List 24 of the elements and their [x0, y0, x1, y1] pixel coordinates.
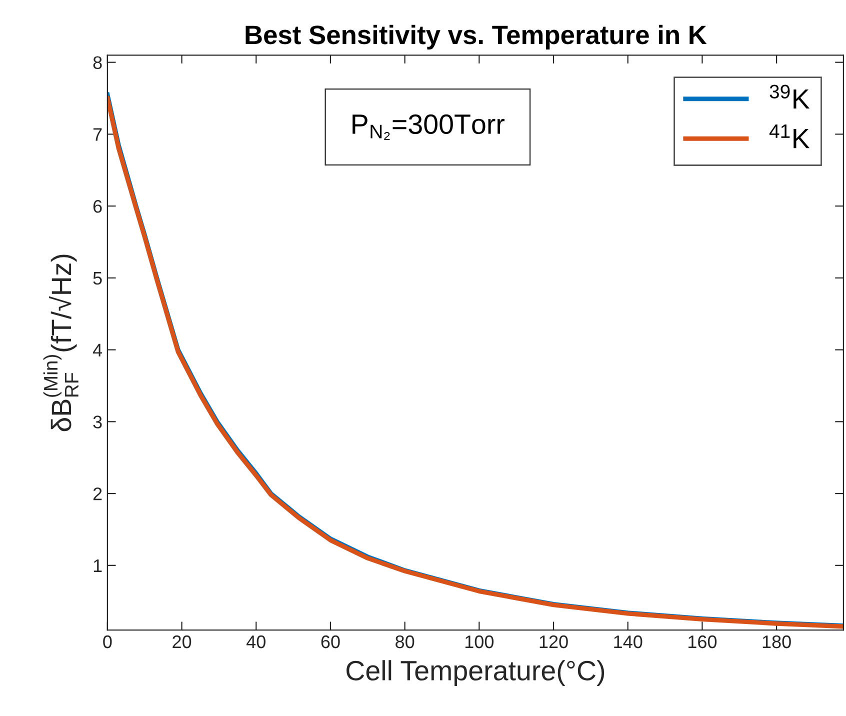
x-axis-title: Cell Temperature(°C)	[346, 660, 604, 686]
x-tick-label: 140	[614, 635, 642, 648]
y-tick-label: 7	[93, 128, 102, 141]
x-tick-label: 60	[321, 635, 340, 648]
y-tick-label: 3	[93, 416, 102, 428]
y-axis-title: δB$^{(Min)}$$_{RF}$(fT/√Hz)	[43, 254, 78, 432]
y-tick-label: 4	[92, 344, 102, 356]
y-tick-label: 2	[93, 487, 102, 500]
legend-label: $^{41}$K	[769, 124, 810, 148]
legend-label: $^{39}$K	[770, 84, 810, 109]
x-tick-label: 80	[396, 635, 414, 648]
y-tick-label: 8	[93, 56, 102, 70]
x-tick-label: 120	[540, 635, 568, 648]
x-tick-label: 20	[172, 635, 192, 648]
x-tick-label: 0	[103, 635, 112, 648]
x-tick-label: 160	[688, 635, 717, 648]
annotation: P$_{N₂}$=300Torr	[352, 114, 504, 140]
y-tick-label: 6	[93, 200, 102, 213]
chart-title: Best Sensitivity vs. Temperature in K	[246, 24, 707, 50]
x-tick-label: 180	[762, 635, 791, 648]
y-tick-label: 1	[94, 560, 102, 572]
x-tick-label: 100	[465, 635, 494, 648]
x-tick-label: 40	[246, 635, 266, 648]
y-tick-label: 5	[93, 272, 102, 285]
